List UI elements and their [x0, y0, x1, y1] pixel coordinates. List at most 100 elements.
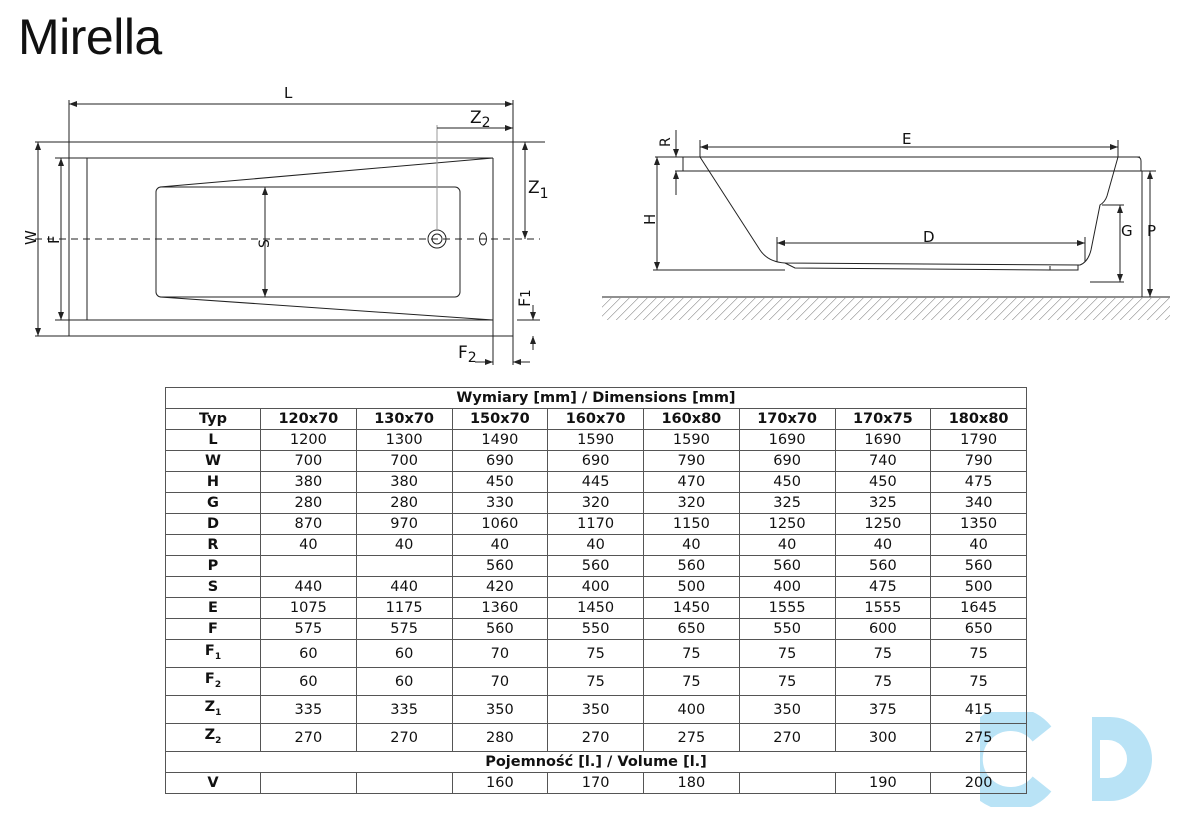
table-row: P 560 560 560 560 560 560 [165, 555, 1027, 577]
table-cell: 690 [738, 450, 836, 472]
table-cell: 40 [643, 534, 740, 556]
row-label: H [165, 471, 261, 493]
row-label: S [165, 576, 261, 598]
table-cell: 270 [355, 723, 453, 752]
table-cell: 320 [643, 492, 740, 514]
table-cell: 170 [547, 772, 644, 794]
table-cell: 75 [547, 667, 644, 696]
table-cell: 500 [643, 576, 740, 598]
table-cell: 1150 [643, 513, 740, 535]
column-header: 170x70 [738, 408, 836, 430]
table-cell: 1200 [260, 429, 357, 451]
table-row: Z2 270 270 280 270 275 270 300 275 [165, 723, 1027, 752]
table-row: L 1200 1300 1490 1590 1590 1690 1690 1790 [165, 429, 1027, 451]
type-label: Typ [165, 408, 261, 430]
table-cell: 75 [643, 667, 740, 696]
table-cell: 550 [547, 618, 644, 640]
table-cell: 200 [930, 772, 1027, 794]
table-cell: 690 [547, 450, 644, 472]
table-cell: 560 [834, 555, 932, 577]
table-cell: 560 [451, 618, 549, 640]
table-cell: 320 [547, 492, 644, 514]
table-cell: 650 [930, 618, 1027, 640]
row-label: F2 [165, 667, 261, 696]
table-cell: 335 [355, 695, 453, 724]
table-cell: 280 [355, 492, 453, 514]
table-cell: 280 [451, 723, 549, 752]
table-cell: 70 [451, 667, 549, 696]
table-cell: 400 [738, 576, 836, 598]
table-cell: 280 [260, 492, 357, 514]
table-cell: 350 [547, 695, 644, 724]
table-cell: 1250 [738, 513, 836, 535]
floor-hatching [602, 298, 1170, 320]
table-row: F 575 575 560 550 650 550 600 650 [165, 618, 1027, 640]
label-F1: F1 [515, 290, 534, 307]
row-label: F1 [165, 639, 261, 668]
label-P: P [1147, 222, 1156, 240]
table-cell: 1175 [355, 597, 453, 619]
table-cell: 275 [643, 723, 740, 752]
column-header: 130x70 [355, 408, 453, 430]
table-cell: 450 [834, 471, 932, 493]
column-header: 150x70 [451, 408, 549, 430]
table-cell: 1555 [738, 597, 836, 619]
table-cell [355, 555, 453, 577]
table-cell: 650 [643, 618, 740, 640]
table-cell: 40 [547, 534, 644, 556]
table-cell: 560 [451, 555, 549, 577]
table-cell: 575 [355, 618, 453, 640]
table-cell: 350 [451, 695, 549, 724]
table-cell: 560 [738, 555, 836, 577]
row-label: E [165, 597, 261, 619]
table-cell: 40 [930, 534, 1027, 556]
table-cell [738, 772, 836, 794]
table-cell: 75 [738, 639, 836, 668]
table-cell: 40 [260, 534, 357, 556]
table-cell: 275 [930, 723, 1027, 752]
table-cell: 1690 [738, 429, 836, 451]
side-view-diagram: R E H D G P [602, 130, 1170, 320]
table-cell: 700 [355, 450, 453, 472]
column-header: 160x80 [643, 408, 740, 430]
label-E: E [902, 130, 911, 148]
label-W: W [22, 230, 40, 245]
table-cell: 60 [355, 667, 453, 696]
table-cell: 350 [738, 695, 836, 724]
table-row: H 380 380 450 445 470 450 450 475 [165, 471, 1027, 493]
table-cell: 790 [930, 450, 1027, 472]
table-cell: 400 [643, 695, 740, 724]
row-label: F [165, 618, 261, 640]
table-cell: 1490 [451, 429, 549, 451]
table-cell: 325 [738, 492, 836, 514]
table-cell: 180 [643, 772, 740, 794]
table-cell: 440 [260, 576, 357, 598]
table-cell: 450 [738, 471, 836, 493]
row-label: R [165, 534, 261, 556]
table-row: G 280 280 330 320 320 325 325 340 [165, 492, 1027, 514]
table-cell [355, 772, 453, 794]
table-cell: 870 [260, 513, 357, 535]
table-cell: 270 [738, 723, 836, 752]
table-row: W 700 700 690 690 790 690 740 790 [165, 450, 1027, 472]
table-cell: 75 [547, 639, 644, 668]
table-cell: 270 [260, 723, 357, 752]
column-header: 180x80 [930, 408, 1027, 430]
label-Z1: Z1 [528, 178, 549, 202]
table-cell: 75 [738, 667, 836, 696]
table-cell: 690 [451, 450, 549, 472]
table-cell: 75 [834, 639, 932, 668]
table-cell: 60 [355, 639, 453, 668]
table-cell: 380 [260, 471, 357, 493]
row-label: V [165, 772, 261, 794]
table-cell: 335 [260, 695, 357, 724]
table-cell: 75 [643, 639, 740, 668]
row-label: P [165, 555, 261, 577]
table-row: R 40 40 40 40 40 40 40 40 [165, 534, 1027, 556]
table-cell: 1250 [834, 513, 932, 535]
column-header: 120x70 [260, 408, 357, 430]
table-row: S 440 440 420 400 500 400 475 500 [165, 576, 1027, 598]
table-cell: 475 [834, 576, 932, 598]
dimensions-table: Wymiary [mm] / Dimensions [mm] Typ 120x70… [165, 387, 1027, 794]
table-cell: 1590 [643, 429, 740, 451]
